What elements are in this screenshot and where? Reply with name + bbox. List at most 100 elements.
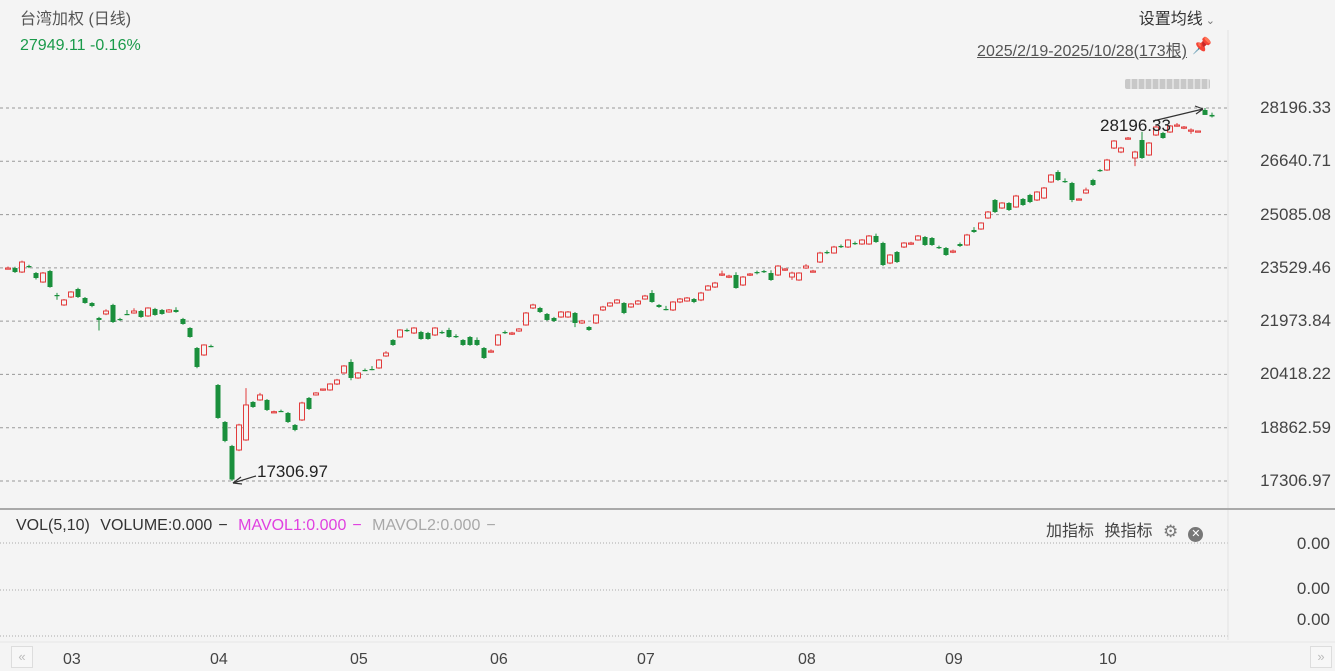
candle-body <box>376 359 382 369</box>
candle-body <box>1132 151 1138 159</box>
candle-body <box>964 234 970 246</box>
candle-up <box>131 308 137 314</box>
candle-body <box>474 339 480 345</box>
candle-down <box>362 368 368 372</box>
candle-up <box>397 329 403 338</box>
close-icon[interactable]: ✕ <box>1188 527 1204 542</box>
candle-body <box>334 379 340 385</box>
candle-down <box>425 331 431 340</box>
gear-icon[interactable]: ⚙ <box>1162 522 1179 541</box>
grid-lines <box>0 107 1228 482</box>
candle-body <box>1153 126 1159 136</box>
candle-up <box>607 302 613 307</box>
candle-body <box>26 266 32 268</box>
candle-up <box>166 308 172 313</box>
candle-body <box>845 239 851 248</box>
candle-up <box>243 388 249 441</box>
candle-body <box>404 329 410 332</box>
candle-down <box>502 330 508 334</box>
candle-body <box>159 309 165 314</box>
candle-body <box>222 421 228 441</box>
candle-body <box>229 445 235 480</box>
y-tick-label: 21973.84 <box>1260 311 1331 331</box>
date-range-link[interactable]: 2025/2/19-2025/10/28(173根) <box>977 43 1187 60</box>
candle-down <box>187 327 193 338</box>
candle-body <box>341 365 347 374</box>
candle-down <box>551 316 557 322</box>
candle-up <box>1076 198 1082 201</box>
candle-down <box>96 316 102 331</box>
candle-up <box>411 327 417 334</box>
candle-body <box>1048 174 1054 183</box>
candle-body <box>96 317 102 320</box>
candle-body <box>887 254 893 264</box>
candle-body <box>418 331 424 339</box>
candle-body <box>656 304 662 307</box>
candle-down <box>439 330 445 334</box>
candle-up <box>1153 125 1159 136</box>
candle-body <box>565 311 571 318</box>
candle-body <box>509 332 515 335</box>
candle-body <box>495 334 501 346</box>
candle-down <box>880 241 886 267</box>
x-tick-label: 10 <box>1099 651 1117 668</box>
add-indicator-button[interactable]: 加指标 <box>1046 523 1095 540</box>
candle-down <box>649 290 655 303</box>
candle-down <box>1202 108 1208 115</box>
candle-down <box>33 271 39 280</box>
candle-up <box>831 245 837 254</box>
ma-legend-placeholder <box>1125 79 1210 89</box>
candle-body <box>971 229 977 233</box>
candle-down <box>544 313 550 321</box>
candle-body <box>124 313 130 316</box>
candle-up <box>1195 130 1201 133</box>
candle-body <box>768 273 774 280</box>
candle-body <box>411 327 417 334</box>
candle-up <box>712 281 718 289</box>
candle-up <box>558 310 564 318</box>
ma-setting-dropdown[interactable]: 设置均线 ⌄ <box>1139 5 1215 29</box>
candle-up <box>845 239 851 248</box>
candle-up <box>1167 125 1173 133</box>
candle-down <box>194 346 200 369</box>
candle-down <box>768 270 774 281</box>
candle-up <box>103 309 109 316</box>
scroll-right-button[interactable]: » <box>1310 646 1332 668</box>
candle-body <box>922 237 928 245</box>
scroll-left-button[interactable]: « <box>11 646 33 668</box>
candle-body <box>1006 202 1012 210</box>
candle-down <box>761 269 767 273</box>
candle-down <box>369 366 375 371</box>
candle-up <box>509 331 515 335</box>
candle-down <box>250 401 256 408</box>
candle-up <box>705 284 711 291</box>
candle-body <box>1083 189 1089 194</box>
candle-down <box>467 336 473 346</box>
candle-up <box>327 383 333 391</box>
candle-body <box>537 307 543 312</box>
candle-body <box>684 297 690 302</box>
candle-body <box>516 328 522 332</box>
candle-down <box>572 312 578 328</box>
candle-up <box>376 358 382 369</box>
candle-body <box>740 276 746 286</box>
candle-up <box>145 307 151 317</box>
candle-body <box>705 285 711 291</box>
candle-up <box>341 365 347 374</box>
candle-up <box>1188 128 1194 134</box>
switch-indicator-button[interactable]: 换指标 <box>1104 523 1153 540</box>
candle-up <box>817 251 823 264</box>
candle-body <box>859 239 865 245</box>
pin-icon[interactable]: 📌 <box>1192 38 1212 55</box>
candle-up <box>999 202 1005 209</box>
volume-axis-label: 0.00 <box>1296 610 1330 629</box>
y-tick-label: 26640.71 <box>1260 151 1331 171</box>
candle-body <box>369 368 375 371</box>
candle-body <box>306 397 312 409</box>
candle-body <box>950 250 956 253</box>
candle-body <box>558 311 564 318</box>
candle-down <box>1020 197 1026 206</box>
candle-body <box>250 401 256 407</box>
candle-body <box>12 268 18 273</box>
